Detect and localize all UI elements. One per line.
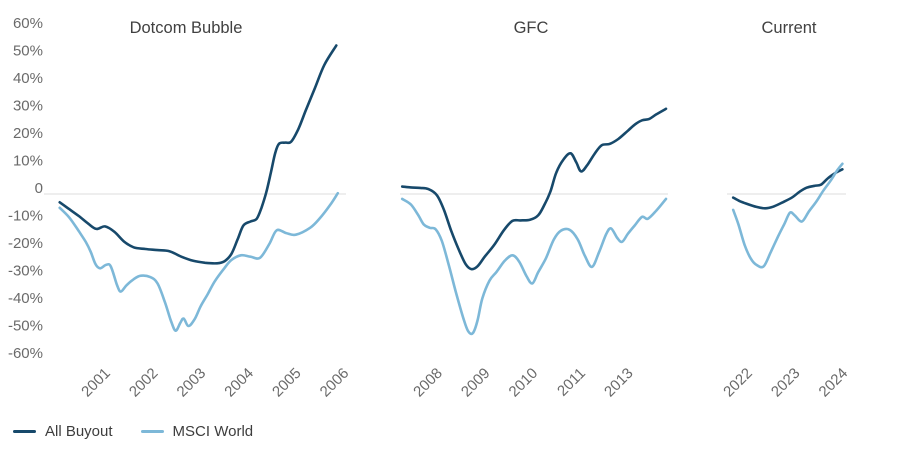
y-axis-tick-label: 10% [13, 153, 43, 170]
legend-item-msci-world: MSCI World [140, 423, 254, 440]
y-axis-tick-label: -50% [8, 318, 43, 335]
series-line-msci-world [400, 197, 668, 336]
series-line-all-buyout [58, 44, 338, 265]
x-axis-tick-label: 2009 [458, 365, 494, 401]
series-line-all-buyout [731, 168, 844, 210]
x-axis-tick-label: 2008 [410, 365, 446, 401]
y-axis: 60% 50% 40% 30% 20% 10% 0 -10% -20% -30% -40% -50% -… [8, 15, 43, 362]
x-axis-tick-label: 2002 [126, 365, 162, 401]
legend: All Buyout MSCI World [13, 424, 253, 439]
panel-title: Dotcom Bubble [130, 19, 243, 37]
series-line-all-buyout [400, 107, 668, 271]
x-axis-tick-label: 2013 [601, 365, 637, 401]
x-axis-tick-label: 2004 [221, 365, 257, 401]
x-axis-tick-label: 2001 [78, 365, 114, 401]
x-axis-tick-label: 2003 [174, 365, 210, 401]
y-axis-tick-label: 20% [13, 125, 43, 142]
series-line-msci-world [58, 191, 340, 332]
panel-gfc: GFC 2008 2009 2010 2011 2013 [400, 19, 668, 400]
panel-title: GFC [514, 19, 549, 37]
y-axis-tick-label: 40% [13, 70, 43, 87]
x-axis-tick-label: 2024 [816, 365, 852, 401]
y-axis-tick-label: 30% [13, 98, 43, 115]
x-axis-tick-label: 2023 [768, 365, 804, 401]
legend-item-all-buyout: All Buyout [13, 424, 113, 439]
panel-dotcom-bubble: Dotcom Bubble 2001 2002 2003 2004 2005 2006 [44, 19, 352, 400]
panel-current: Current 2022 2023 2024 [720, 19, 851, 400]
y-axis-tick-label: -20% [8, 235, 43, 252]
series-line-msci-world [731, 162, 844, 269]
legend-label: All Buyout [45, 423, 113, 440]
y-axis-tick-label: -30% [8, 263, 43, 280]
legend-label: MSCI World [172, 423, 254, 440]
y-axis-tick-label: -60% [8, 345, 43, 362]
y-axis-tick-label: 60% [13, 15, 43, 32]
y-axis-tick-label: 50% [13, 43, 43, 60]
x-axis-tick-label: 2006 [317, 365, 353, 401]
y-axis-tick-label: -40% [8, 290, 43, 307]
legend-swatch-msci-world [140, 429, 164, 434]
x-axis-tick-label: 2011 [554, 365, 589, 400]
y-axis-tick-label: -10% [8, 208, 43, 225]
x-axis-tick-label: 2022 [720, 365, 756, 401]
x-axis-tick-label: 2010 [506, 365, 542, 401]
panel-title: Current [761, 19, 816, 37]
y-axis-tick-label: 0 [35, 180, 43, 197]
legend-swatch-all-buyout [13, 429, 36, 434]
x-axis-tick-label: 2005 [269, 365, 305, 401]
